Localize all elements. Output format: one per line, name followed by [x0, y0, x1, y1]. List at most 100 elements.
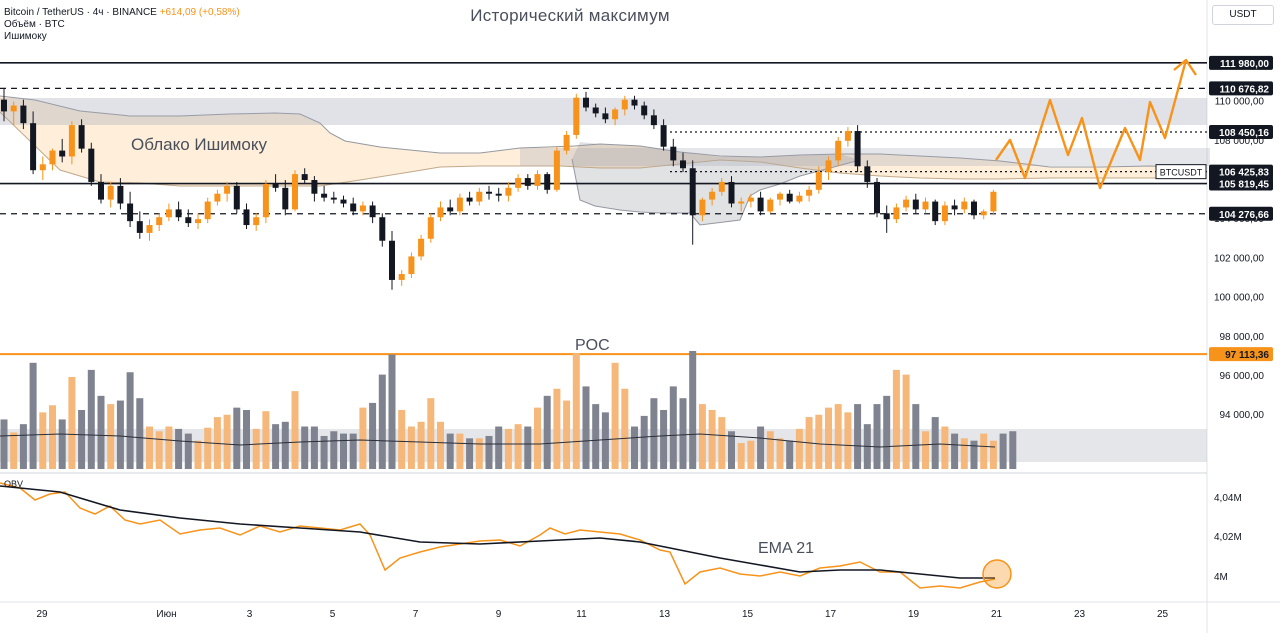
- candle-body: [107, 185, 114, 200]
- volume-bar: [417, 421, 425, 469]
- volume-bar: [243, 410, 250, 469]
- candle-body: [854, 131, 861, 167]
- volume-bar: [631, 426, 638, 469]
- candle-body: [738, 201, 745, 204]
- volume-bar: [485, 435, 493, 469]
- candle-body: [379, 217, 386, 241]
- candle-body: [893, 207, 900, 220]
- volume-bar: [233, 407, 241, 469]
- candle-body: [156, 217, 163, 226]
- candle-body: [524, 178, 531, 186]
- obv-highlight-marker: [982, 559, 1012, 589]
- time-tick-label: 13: [659, 609, 671, 620]
- candle-body: [553, 150, 560, 190]
- price-level-tag: [1209, 176, 1273, 191]
- ema21-line: [0, 485, 995, 579]
- candle-body: [844, 131, 851, 141]
- volume-bar: [563, 400, 571, 469]
- candle-body: [10, 105, 17, 112]
- candle-body: [476, 191, 483, 202]
- volume-bar: [388, 354, 396, 469]
- candle-body: [49, 150, 56, 165]
- candle-body: [544, 174, 551, 190]
- volume-bar: [601, 412, 609, 469]
- chevron-left-icon[interactable]: [0, 298, 22, 338]
- candle-body: [78, 125, 85, 149]
- candle-body: [359, 205, 366, 212]
- volume-bar: [107, 404, 115, 469]
- candle-body: [786, 193, 793, 202]
- volume-bar: [349, 433, 357, 469]
- currency-button[interactable]: USDT: [1212, 5, 1274, 25]
- volume-bar: [29, 362, 37, 469]
- symbol-label[interactable]: Bitcoin / TetherUS · 4ч · BINANCE: [4, 7, 157, 18]
- volume-bar: [592, 404, 600, 469]
- candle-body: [437, 207, 444, 218]
- time-tick-label: 29: [36, 609, 48, 620]
- candle-body: [641, 105, 648, 116]
- candle-body: [165, 209, 172, 218]
- volume-bar: [204, 427, 212, 469]
- volume-bar: [931, 417, 939, 469]
- candle-body: [30, 123, 37, 171]
- candle-body: [631, 99, 638, 106]
- time-tick-label: 9: [496, 609, 502, 620]
- candle-body: [747, 197, 754, 202]
- price-tick-label: 96 000,00: [1220, 371, 1265, 382]
- candle-body: [689, 168, 696, 216]
- volume-bar: [378, 374, 386, 469]
- candle-body: [88, 148, 95, 182]
- price-level-tag: [1209, 347, 1273, 362]
- candle-body: [456, 197, 463, 212]
- time-tick-label: 19: [908, 609, 920, 620]
- candle-body: [505, 187, 512, 196]
- time-tick-label: 15: [742, 609, 754, 620]
- volume-bar: [582, 386, 590, 469]
- candle-body: [796, 195, 803, 202]
- volume-bar: [281, 421, 289, 469]
- candle-body: [961, 201, 968, 210]
- time-tick-label: 25: [1157, 609, 1169, 620]
- volume-bar: [320, 435, 328, 469]
- candle-body: [408, 256, 415, 275]
- time-tick-label: Июн: [156, 609, 176, 620]
- volume-bar: [184, 433, 192, 469]
- candle-body: [301, 174, 308, 180]
- volume-bar: [252, 428, 260, 469]
- candle-body: [680, 160, 686, 169]
- ichimoku-cloud-bullish: [0, 96, 1200, 186]
- chart-header: Bitcoin / TetherUS · 4ч · BINANCE +614,0…: [4, 7, 240, 43]
- volume-bar: [534, 407, 541, 469]
- cloud-annotation: Облако Ишимоку: [131, 135, 268, 154]
- volume-bar: [194, 440, 202, 469]
- candle-body: [660, 125, 667, 147]
- time-tick-label: 11: [576, 609, 587, 620]
- volume-bar: [146, 426, 153, 469]
- ichimoku-legend[interactable]: Ишимоку: [4, 31, 47, 42]
- price-level-tag: [1209, 124, 1273, 139]
- candle-body: [980, 211, 987, 216]
- volume-bar: [504, 428, 512, 469]
- senkou-span-b: [0, 111, 1200, 187]
- poc-annotation: POC: [575, 337, 610, 354]
- price-tick-label: 94 000,00: [1220, 410, 1265, 421]
- candle-body: [815, 172, 822, 190]
- candle-body: [670, 146, 677, 161]
- candle-body: [515, 178, 522, 188]
- volume-bar: [10, 432, 18, 469]
- volume-bar: [116, 400, 124, 469]
- obv-tick-label: 4,02M: [1214, 532, 1242, 543]
- candle-body: [369, 205, 376, 218]
- volume-bar: [766, 431, 774, 469]
- volume-bar: [660, 410, 668, 469]
- candle-body: [389, 240, 395, 280]
- candle-body: [971, 201, 977, 216]
- volume-bar: [854, 404, 862, 469]
- candle-body: [204, 201, 211, 220]
- volume-bar: [437, 421, 444, 469]
- volume-bar: [757, 426, 765, 469]
- volume-legend[interactable]: Объём · BTC: [4, 19, 65, 30]
- price-level-tag: [1209, 164, 1273, 179]
